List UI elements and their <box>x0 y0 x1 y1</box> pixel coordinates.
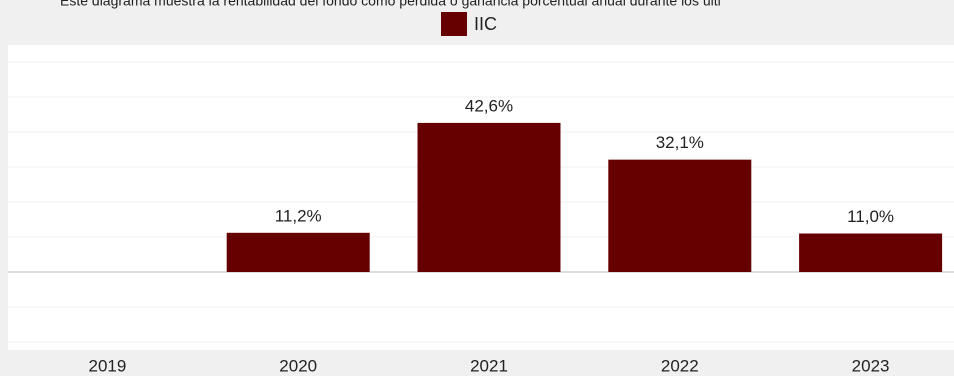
x-tick-label: 2020 <box>279 356 317 375</box>
data-label: 11,0% <box>847 207 894 226</box>
x-tick-label: 2021 <box>470 356 508 375</box>
x-tick-label: 2023 <box>852 356 890 375</box>
bar <box>417 122 561 273</box>
data-label: 32,1% <box>656 133 704 152</box>
data-label: 42,6% <box>465 96 513 115</box>
data-label: 11,2% <box>275 206 322 225</box>
x-tick-label: 2022 <box>661 356 699 375</box>
legend-swatch <box>441 12 467 36</box>
bar <box>608 159 752 272</box>
legend-label: IIC <box>474 14 497 34</box>
chart-subtitle: Este diagrama muestra la rentabilidad de… <box>60 0 721 9</box>
bar <box>226 232 370 272</box>
x-tick-label: 2019 <box>88 356 126 375</box>
bar <box>799 233 943 272</box>
